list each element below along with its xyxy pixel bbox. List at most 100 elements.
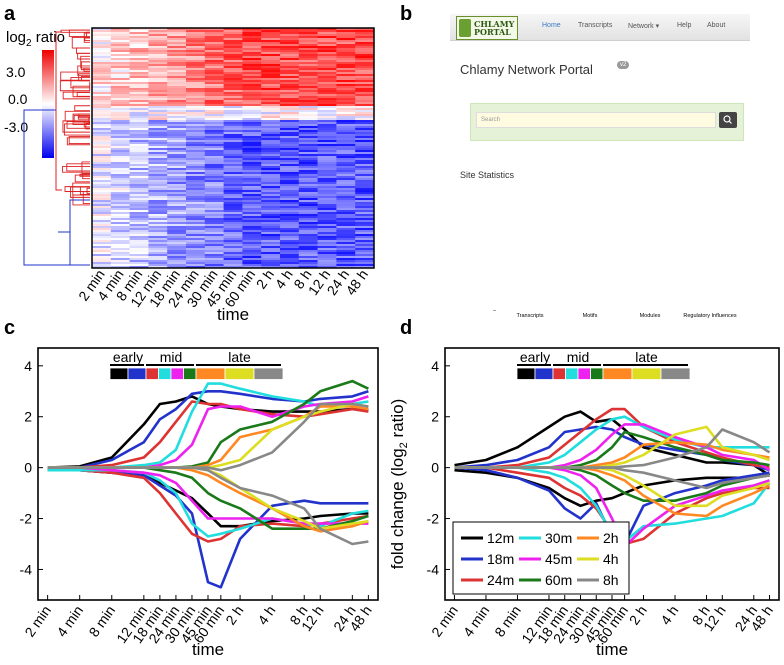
- heatmap-cell: [186, 42, 205, 44]
- heatmap-cell: [130, 180, 149, 182]
- heatmap-cell: [148, 174, 167, 176]
- heatmap-cell: [261, 178, 280, 180]
- heatmap-cell: [280, 130, 299, 132]
- heatmap-cell: [130, 80, 149, 82]
- heatmap-cell: [242, 38, 261, 40]
- heatmap-cell: [148, 94, 167, 96]
- heatmap-cell: [242, 54, 261, 56]
- group-legend-swatch: [110, 368, 128, 380]
- heatmap-cell: [205, 206, 224, 208]
- heatmap-cell: [167, 88, 186, 90]
- heatmap-cell: [167, 192, 186, 194]
- dendrogram-branch-blue: [70, 200, 90, 265]
- heatmap-cell: [205, 232, 224, 234]
- heatmap-cell: [205, 256, 224, 258]
- heatmap-cell: [92, 140, 111, 142]
- heatmap-cell: [299, 162, 318, 164]
- heatmap-cell: [336, 78, 355, 80]
- heatmap-cell: [205, 184, 224, 186]
- heatmap-cell: [130, 240, 149, 242]
- heatmap-cell: [318, 230, 337, 232]
- heatmap-cell: [205, 42, 224, 44]
- group-legend-label: late: [635, 349, 658, 365]
- search-input[interactable]: Search: [476, 112, 716, 128]
- heatmap-cell: [167, 132, 186, 134]
- heatmap-cell: [224, 48, 243, 50]
- heatmap-cell: [148, 146, 167, 148]
- nav-about[interactable]: About: [707, 22, 725, 29]
- heatmap-cell: [130, 188, 149, 190]
- heatmap-cell: [299, 238, 318, 240]
- heatmap-cell: [261, 250, 280, 252]
- nav-transcripts[interactable]: Transcripts: [578, 22, 612, 29]
- heatmap-cell: [261, 152, 280, 154]
- heatmap-cell: [167, 30, 186, 32]
- heatmap-cell: [148, 218, 167, 220]
- heatmap-cell: [280, 188, 299, 190]
- heatmap-cell: [111, 258, 130, 260]
- heatmap-cell: [299, 200, 318, 202]
- heatmap-cell: [205, 162, 224, 164]
- heatmap-cell: [130, 152, 149, 154]
- heatmap-cell: [280, 54, 299, 56]
- heatmap-cell: [299, 212, 318, 214]
- heatmap-cell: [299, 178, 318, 180]
- heatmap-cell: [167, 80, 186, 82]
- heatmap-cell: [242, 224, 261, 226]
- heatmap-cell: [242, 52, 261, 54]
- heatmap-cell: [224, 196, 243, 198]
- heatmap-cell: [224, 86, 243, 88]
- heatmap-cell: [167, 250, 186, 252]
- heatmap-cell: [261, 166, 280, 168]
- heatmap-cell: [186, 130, 205, 132]
- heatmap-cell: [261, 220, 280, 222]
- heatmap-cell: [318, 102, 337, 104]
- heatmap-cell: [167, 48, 186, 50]
- search-button[interactable]: [719, 112, 737, 128]
- heatmap-cell: [224, 230, 243, 232]
- heatmap-cell: [167, 92, 186, 94]
- heatmap-cell: [130, 206, 149, 208]
- heatmap-cell: [336, 160, 355, 162]
- heatmap-cell: [130, 172, 149, 174]
- heatmap-cell: [186, 244, 205, 246]
- heatmap-cell: [261, 126, 280, 128]
- heatmap-cell: [261, 160, 280, 162]
- heatmap-cell: [205, 60, 224, 62]
- nav-network[interactable]: Network ▾: [628, 22, 659, 30]
- heatmap-cell: [318, 214, 337, 216]
- dendrogram-branch-red: [87, 188, 90, 193]
- heatmap-cell: [355, 172, 374, 174]
- heatmap-cell: [205, 92, 224, 94]
- heatmap-cell: [242, 222, 261, 224]
- heatmap-cell: [299, 46, 318, 48]
- heatmap-cell: [242, 236, 261, 238]
- heatmap-cell: [261, 94, 280, 96]
- heatmap-cell: [111, 58, 130, 60]
- heatmap-cell: [299, 112, 318, 114]
- heatmap-cell: [299, 124, 318, 126]
- heatmap-cell: [336, 120, 355, 122]
- heatmap-cell: [224, 154, 243, 156]
- group-legend-label: early: [113, 349, 143, 365]
- heatmap-cell: [111, 108, 130, 110]
- nav-home[interactable]: Home: [542, 22, 561, 29]
- heatmap-cell: [130, 106, 149, 108]
- heatmap-cell: [242, 86, 261, 88]
- portal-logo[interactable]: CHLAMY PORTAL: [456, 16, 518, 40]
- heatmap-cell: [336, 142, 355, 144]
- heatmap-cell: [111, 260, 130, 262]
- heatmap-cell: [92, 252, 111, 254]
- heatmap-cell: [299, 220, 318, 222]
- heatmap-cell: [224, 106, 243, 108]
- x-tick-label: 2 min: [21, 603, 54, 640]
- heatmap-cell: [224, 34, 243, 36]
- heatmap-cell: [205, 216, 224, 218]
- heatmap-cell: [205, 238, 224, 240]
- heatmap-cell: [336, 242, 355, 244]
- heatmap-cell: [148, 50, 167, 52]
- heatmap-cell: [224, 70, 243, 72]
- heatmap-cell: [224, 260, 243, 262]
- heatmap-cell: [224, 78, 243, 80]
- nav-help[interactable]: Help: [677, 22, 691, 29]
